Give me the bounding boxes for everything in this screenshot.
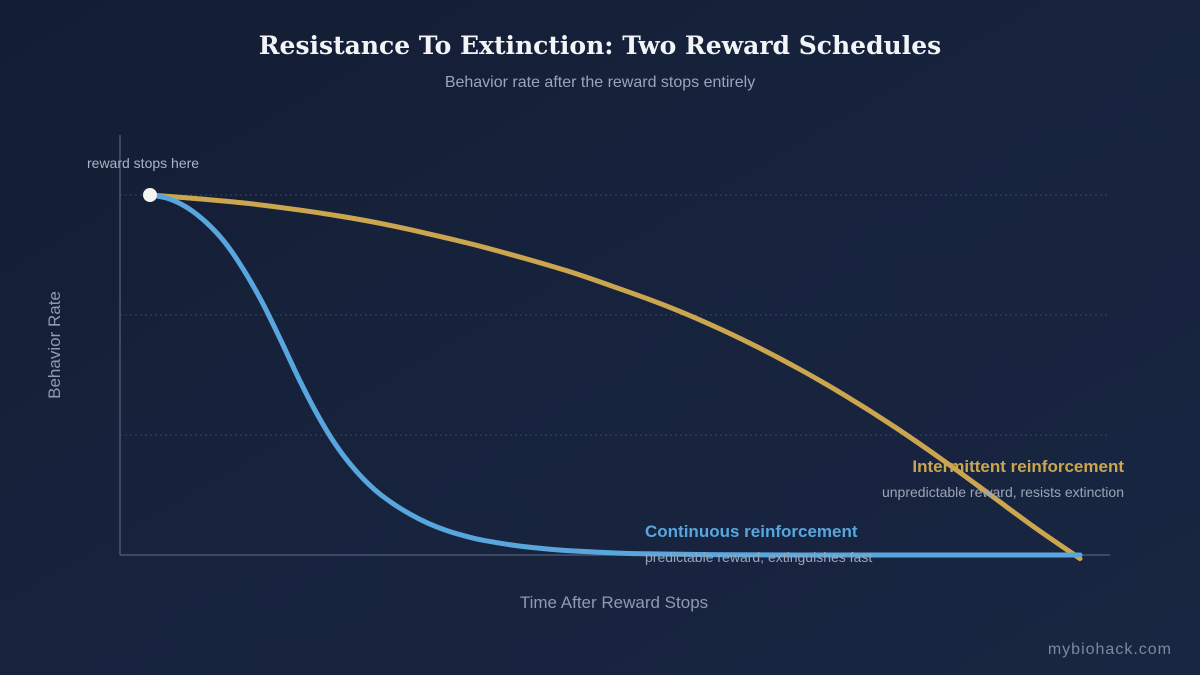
series-line-continuous <box>147 192 1083 558</box>
chart-title: Resistance To Extinction: Two Reward Sch… <box>259 31 941 60</box>
chart-subtitle: Behavior rate after the reward stops ent… <box>445 74 755 91</box>
start-marker-group: reward stops here <box>87 155 199 202</box>
series-label-intermittent: Intermittent reinforcement <box>912 457 1124 476</box>
annotation-reward-stops: reward stops here <box>87 155 199 171</box>
y-axis-label: Behavior Rate <box>45 291 64 399</box>
grid-lines <box>120 194 1110 436</box>
x-axis-label: Time After Reward Stops <box>520 593 708 612</box>
series-labels: Continuous reinforcement predictable rewa… <box>645 457 1124 565</box>
watermark: mybiohack.com <box>1048 641 1172 658</box>
series-lines <box>147 192 1083 562</box>
series-label-continuous: Continuous reinforcement <box>645 522 858 541</box>
series-desc-continuous: predictable reward, extinguishes fast <box>645 549 872 565</box>
start-marker <box>143 188 157 202</box>
series-desc-intermittent: unpredictable reward, resists extinction <box>882 484 1124 500</box>
series-line-intermittent <box>147 192 1083 562</box>
